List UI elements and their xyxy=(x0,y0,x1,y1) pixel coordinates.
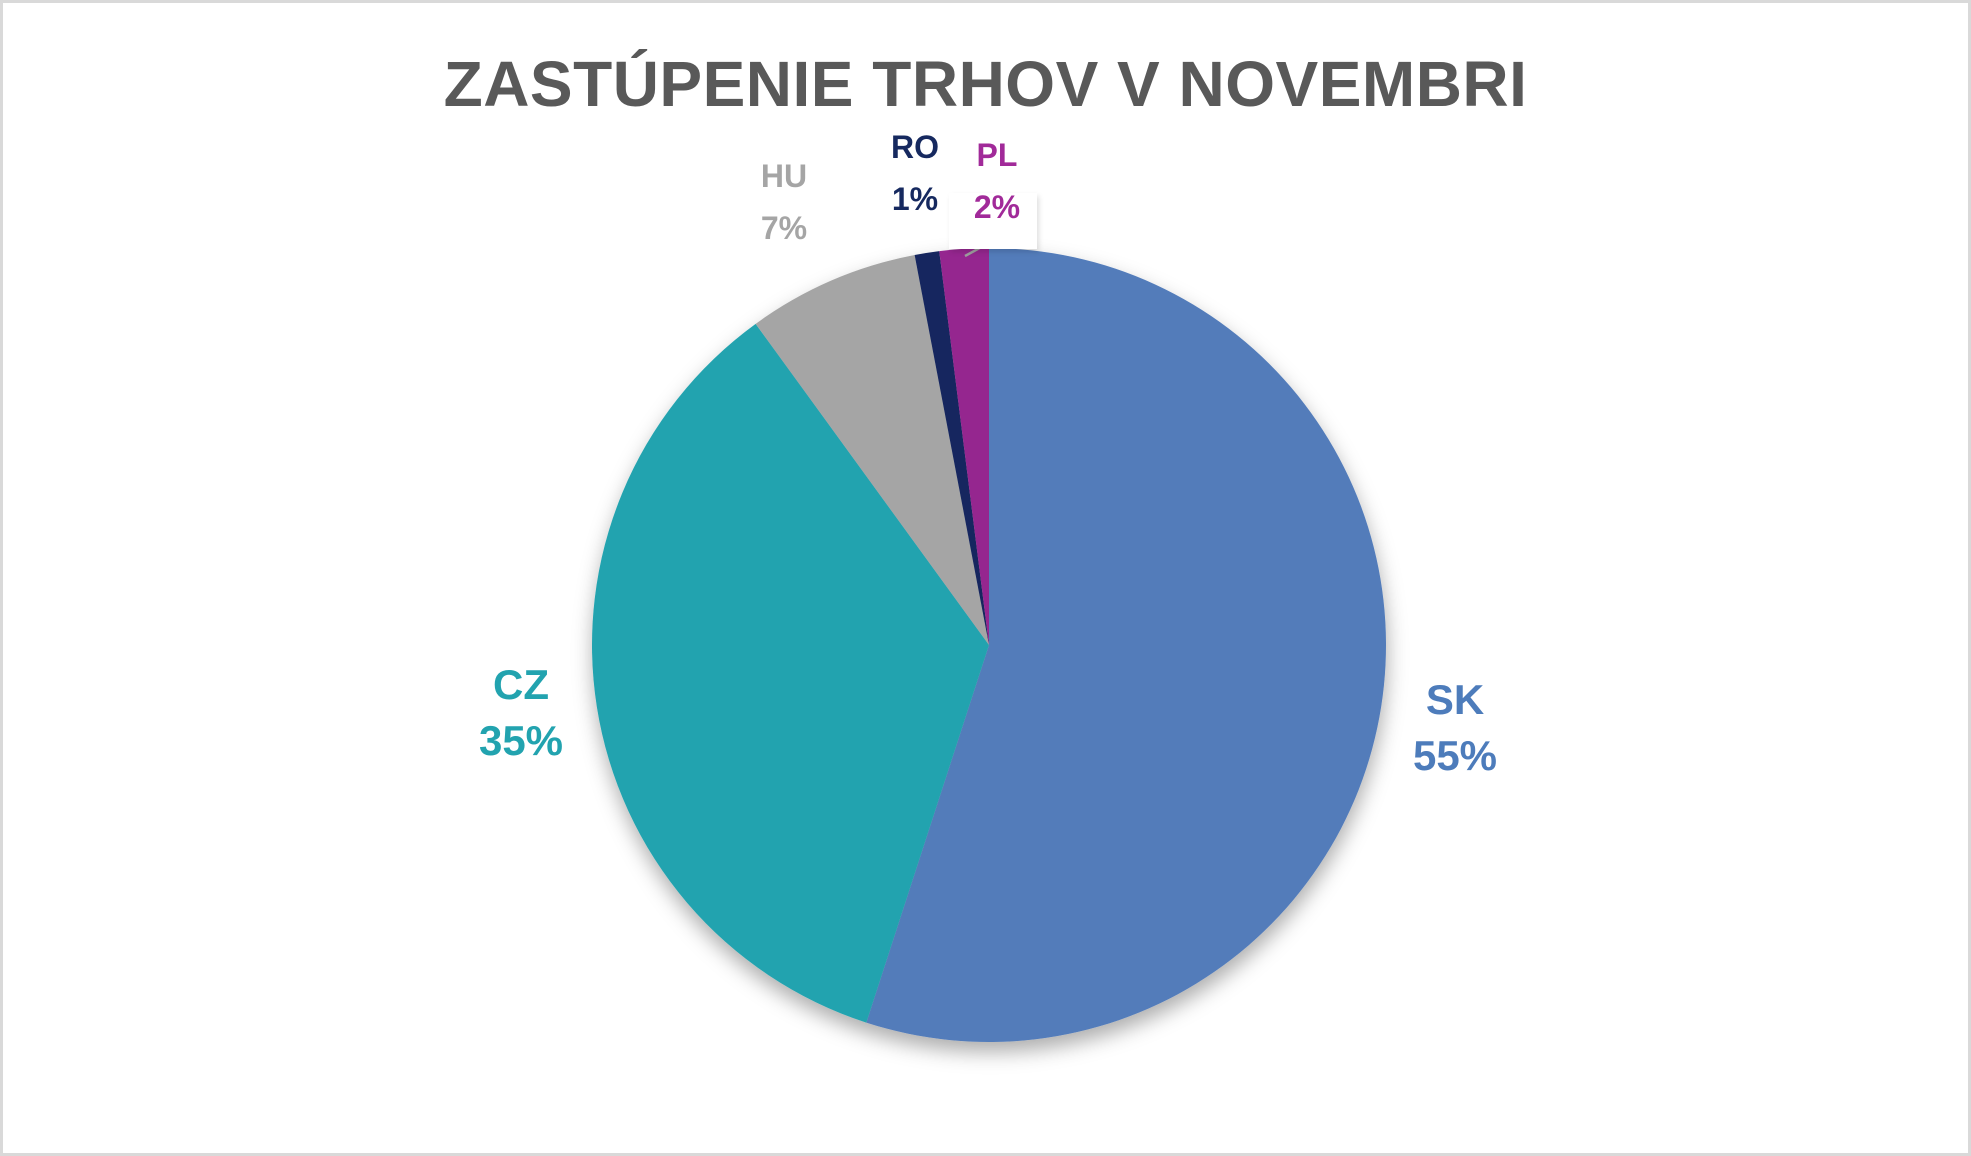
slice-percent: 7% xyxy=(760,210,808,246)
slice-name: HU xyxy=(760,158,808,194)
slice-name: CZ xyxy=(493,661,549,708)
chart-title: ZASTÚPENIE TRHOV V NOVEMBRI xyxy=(443,48,1528,120)
pie-slice-ro xyxy=(914,251,989,645)
pie-chart xyxy=(592,248,1386,1043)
data-label-hu: HU 7% xyxy=(761,150,807,254)
slice-percent: 1% xyxy=(891,181,939,217)
slice-percent: 2% xyxy=(973,189,1021,225)
slice-percent: 55% xyxy=(1412,732,1498,779)
data-label-sk: SK 55% xyxy=(1413,672,1497,784)
data-label-cz: CZ 35% xyxy=(479,657,563,769)
pie-slice-hu xyxy=(755,255,989,645)
data-label-pl: PL 2% xyxy=(974,129,1020,233)
pie-slice-cz xyxy=(592,323,989,1023)
pie-slice-pl xyxy=(939,248,989,645)
data-label-ro: RO 1% xyxy=(891,121,939,225)
pie-slice-sk xyxy=(866,248,1386,1043)
slice-name: RO xyxy=(891,129,939,165)
slice-name: PL xyxy=(976,137,1018,173)
pl-label-callout-box xyxy=(949,193,1037,249)
pie-slices xyxy=(592,248,1386,1043)
slice-percent: 35% xyxy=(478,717,564,764)
slice-name: SK xyxy=(1425,676,1485,723)
